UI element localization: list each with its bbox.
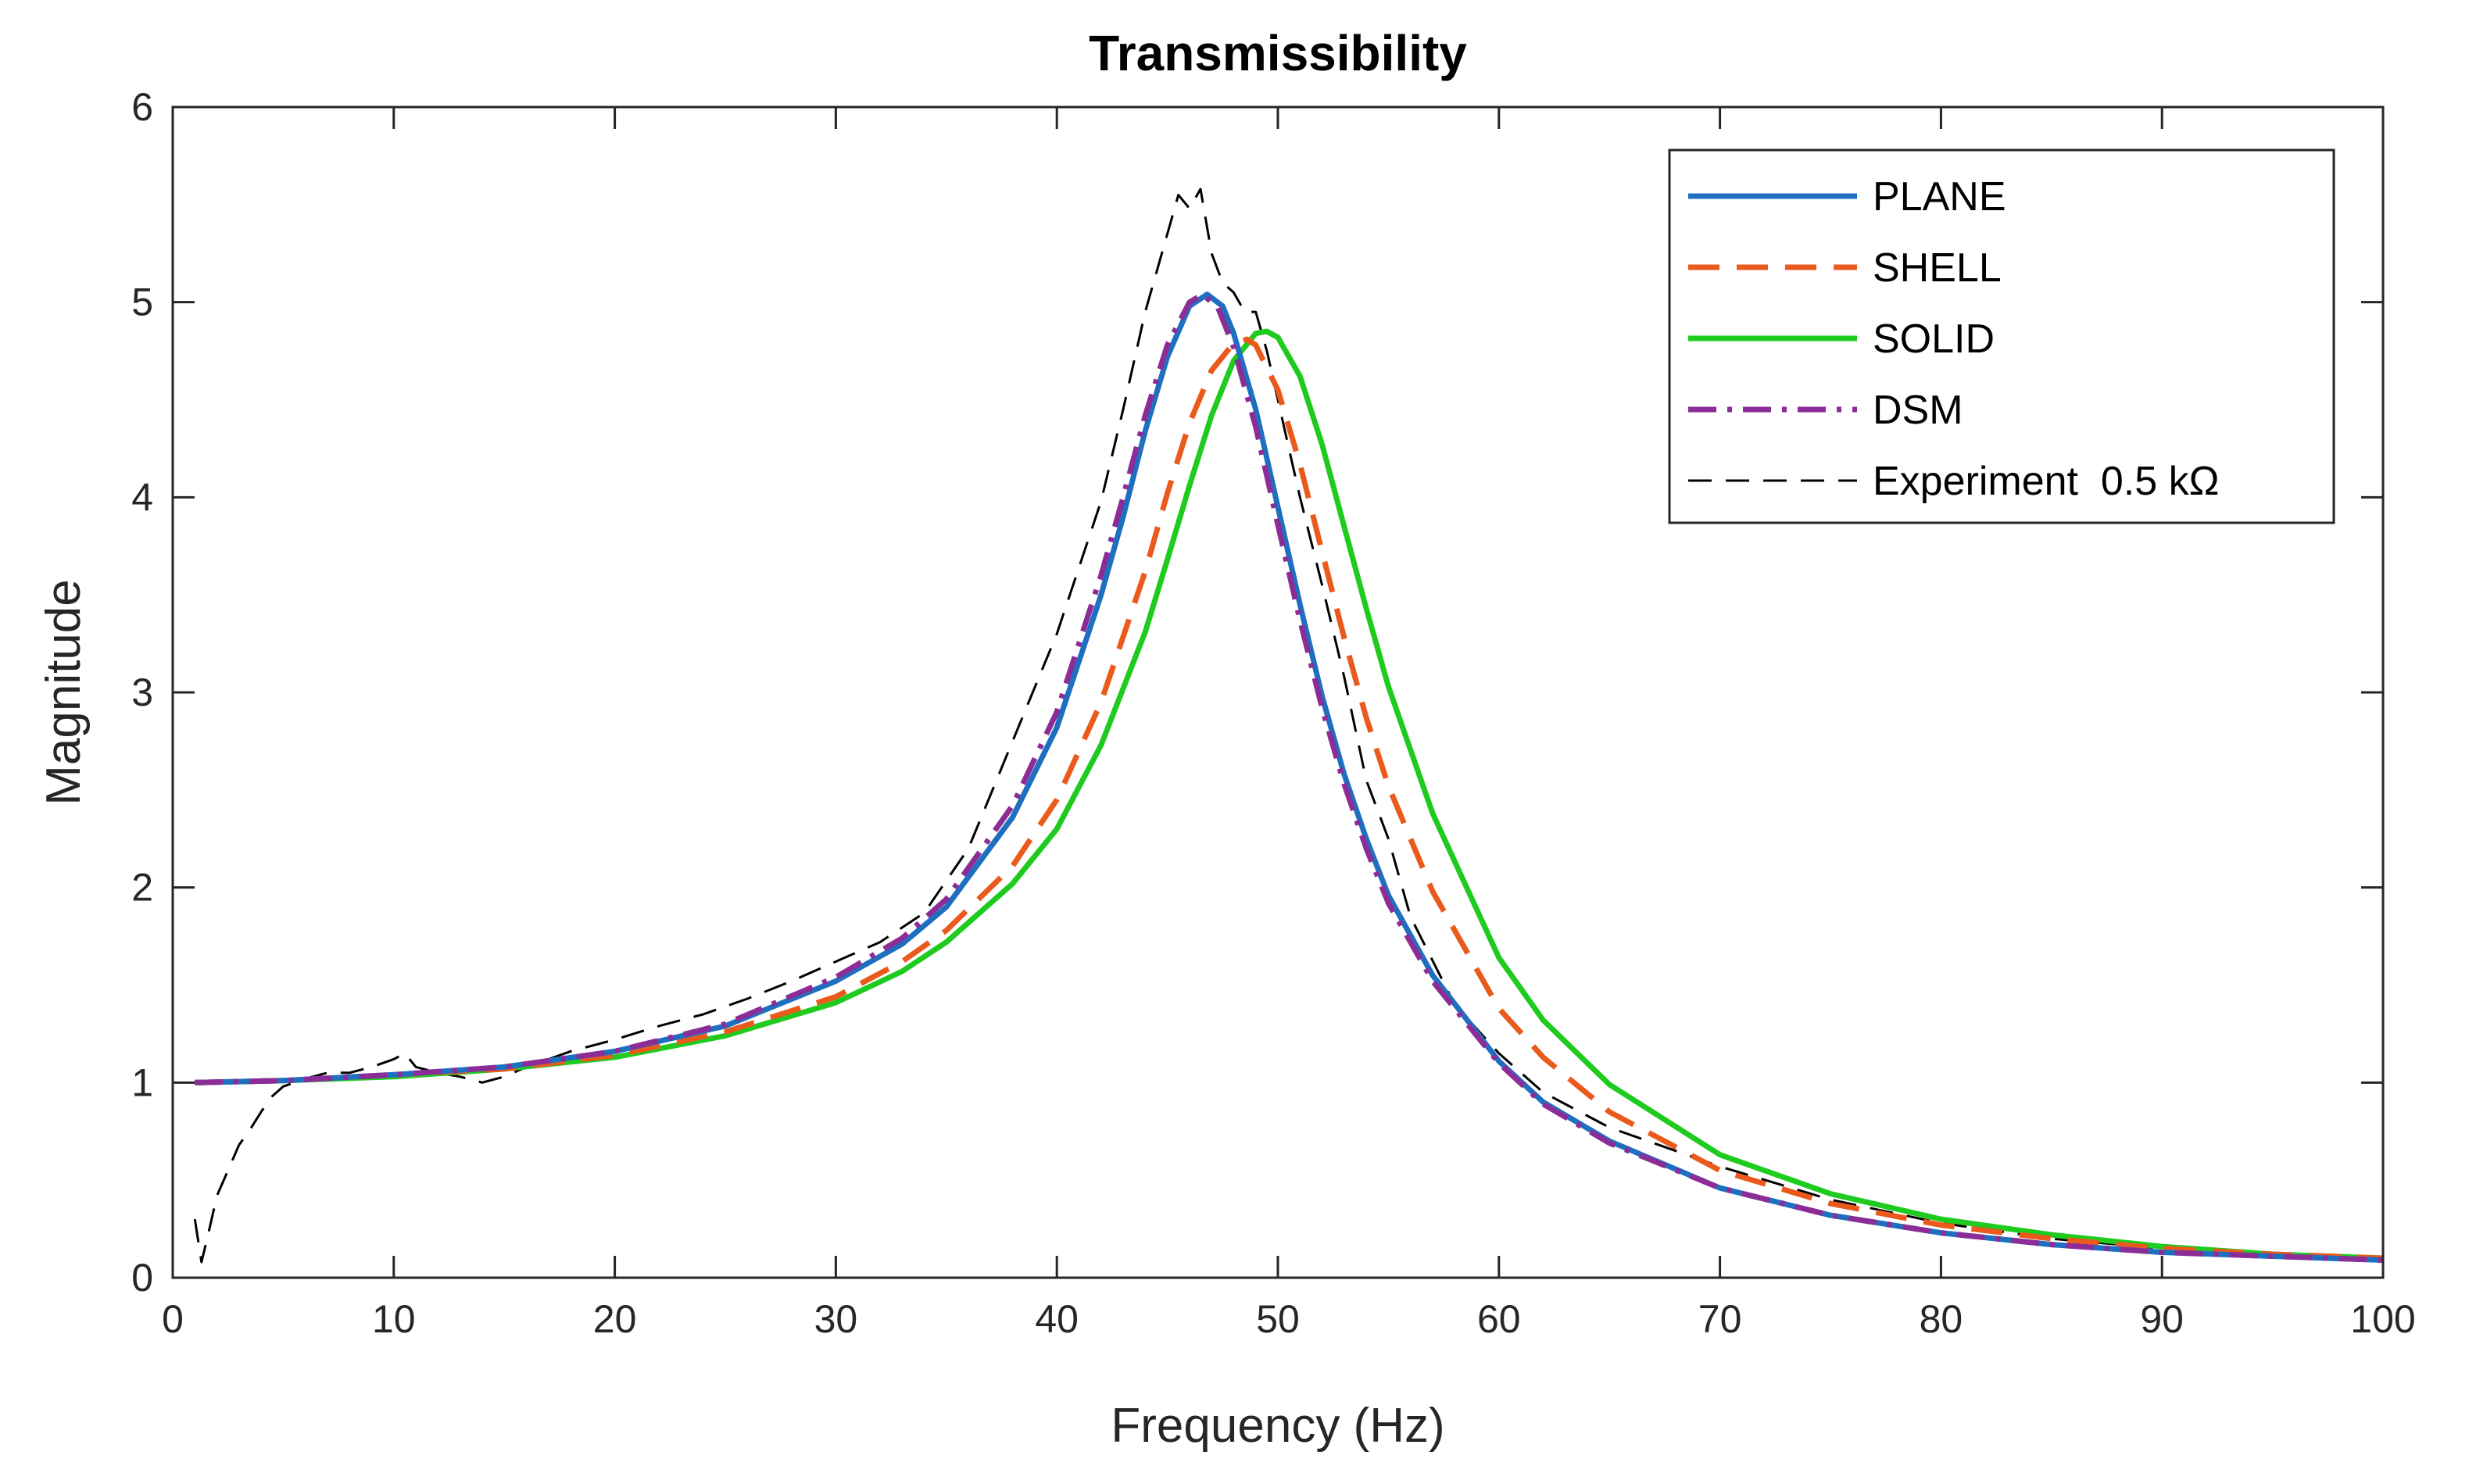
- x-tick-label: 10: [372, 1297, 416, 1341]
- series-line-plane: [195, 291, 2384, 1263]
- series-line-solid: [195, 328, 2384, 1261]
- y-tick-label: 3: [131, 670, 153, 714]
- legend-label: PLANE: [1873, 174, 2006, 220]
- x-tick-label: 0: [162, 1297, 184, 1341]
- y-tick-label: 6: [131, 85, 153, 129]
- x-tick-label: 40: [1035, 1297, 1079, 1341]
- x-tick-label: 80: [1920, 1297, 1963, 1341]
- legend-label: SHELL: [1873, 245, 2002, 291]
- y-tick-label: 0: [131, 1256, 153, 1300]
- x-axis-label: Frequency (Hz): [1111, 1399, 1444, 1453]
- y-axis-label: Magnitude: [37, 579, 91, 806]
- chart-title: Transmissibility: [1089, 25, 1467, 81]
- y-tick-label: 4: [131, 475, 153, 519]
- series-line-shell: [195, 336, 2384, 1261]
- legend-label: SOLID: [1873, 316, 1995, 362]
- legend-label: Experiment 0.5 kΩ: [1873, 459, 2220, 504]
- x-tick-label: 90: [2140, 1297, 2184, 1341]
- plot-series: [193, 188, 2384, 1264]
- legend-label: DSM: [1873, 388, 1963, 433]
- y-axis: 0 1 2 3 4 5 6: [131, 85, 2383, 1300]
- y-tick-label: 1: [131, 1060, 153, 1104]
- x-tick-label: 20: [593, 1297, 637, 1341]
- x-tick-label: 60: [1477, 1297, 1521, 1341]
- x-tick-label: 50: [1256, 1297, 1300, 1341]
- y-tick-label: 2: [131, 866, 153, 910]
- x-tick-label: 30: [814, 1297, 858, 1341]
- x-tick-label: 70: [1698, 1297, 1742, 1341]
- series-line-dsm: [195, 291, 2384, 1263]
- y-tick-label: 5: [131, 281, 153, 324]
- x-axis: 0 10 20 30 40 50 60 70 80 90 100: [162, 107, 2416, 1341]
- legend: PLANE SHELL SOLID DSM Experiment 0.5 kΩ: [1668, 148, 2335, 524]
- x-tick-label: 100: [2350, 1297, 2415, 1341]
